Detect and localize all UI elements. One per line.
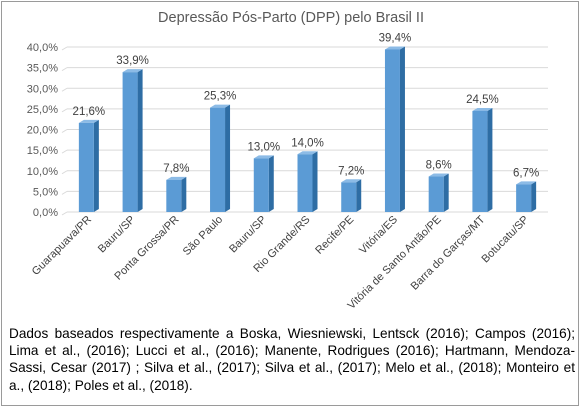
gridline-depth	[61, 170, 68, 175]
source-caption: Dados baseados respectivamente a Boska, …	[9, 326, 575, 393]
bar-front	[428, 176, 444, 212]
bar-front	[341, 182, 357, 212]
gridline-depth	[61, 108, 68, 113]
bar-side	[225, 104, 231, 212]
bar	[166, 176, 187, 212]
y-tick-label: 15,0%	[27, 145, 58, 157]
y-tick-label: 10,0%	[27, 166, 58, 178]
bar-front	[122, 72, 138, 212]
bar-top	[341, 179, 362, 183]
bar-front	[166, 179, 182, 212]
data-label: 24,5%	[466, 94, 499, 106]
data-label: 33,9%	[116, 55, 149, 67]
bar	[122, 69, 143, 212]
bar	[210, 104, 231, 212]
y-tick-label: 25,0%	[27, 104, 58, 116]
bar	[516, 181, 537, 212]
bar-side	[93, 119, 99, 212]
bar	[341, 179, 362, 212]
bar-top	[253, 155, 274, 159]
data-labels: 21,6% 33,9% 7,8% 25,3% 13,0% 14,0% 7,2% 39,4% 8,…	[73, 32, 540, 179]
bar-side	[399, 46, 405, 212]
bar-top	[166, 176, 187, 180]
bar-front	[516, 184, 532, 212]
y-tick-label: 0,0%	[33, 207, 58, 219]
bar-side	[312, 151, 318, 212]
x-tick-label: Recife/PE	[313, 214, 356, 257]
x-tick-label: Bauru/SP	[227, 214, 269, 256]
bar-top	[122, 69, 143, 73]
bar-top	[516, 181, 537, 185]
bar-top	[384, 46, 405, 50]
y-tick-label: 30,0%	[27, 83, 58, 95]
bar-front	[384, 49, 400, 212]
gridline-depth	[61, 149, 68, 154]
x-tick-label: Barra do Garças/MT	[409, 213, 488, 292]
bar-side	[181, 176, 187, 212]
chart-title: Depressão Pós-Parto (DPP) pelo Brasil II	[158, 10, 424, 26]
bar-side	[137, 69, 143, 212]
bar-top	[78, 119, 99, 123]
bar-front	[253, 158, 269, 212]
bar-front	[210, 107, 226, 212]
bar-side	[531, 181, 537, 212]
bar-side	[443, 173, 449, 212]
bar-top	[297, 151, 318, 155]
data-label: 13,0%	[247, 141, 280, 153]
data-label: 21,6%	[73, 106, 106, 118]
data-label: 25,3%	[204, 91, 237, 103]
gridline-depth	[61, 67, 68, 72]
y-tick-label: 35,0%	[27, 63, 58, 75]
x-tick-label: Vitória/ES	[357, 214, 400, 257]
data-label: 8,6%	[426, 160, 452, 172]
y-tick-label: 5,0%	[33, 186, 58, 198]
bar-top	[472, 107, 493, 111]
bar-side	[356, 179, 362, 212]
y-axis-ticks: 0,0% 5,0% 10,0% 15,0% 20,0% 25,0% 30,0% 35,0% 40…	[27, 42, 58, 219]
bar-side	[268, 155, 274, 212]
bar-chart: Depressão Pós-Parto (DPP) pelo Brasil II…	[27, 10, 548, 312]
bar	[78, 119, 99, 212]
x-tick-label: Bauru/SP	[96, 214, 138, 256]
bar	[297, 151, 318, 212]
y-tick-label: 40,0%	[27, 42, 58, 54]
gridline-depth	[61, 87, 68, 92]
bar-top	[428, 173, 449, 177]
bars	[78, 46, 537, 212]
data-label: 14,0%	[291, 137, 324, 149]
gridline-depth	[61, 46, 68, 51]
data-label: 6,7%	[513, 167, 539, 179]
bar-front	[472, 110, 488, 212]
bar	[472, 107, 493, 212]
x-tick-label: Botucatu/SP	[480, 214, 532, 266]
y-tick-label: 20,0%	[27, 125, 58, 137]
x-tick-label: Guarapuava/PR	[30, 214, 94, 278]
bar-front	[297, 154, 313, 212]
data-label: 7,8%	[163, 163, 189, 175]
bar	[253, 155, 274, 212]
bar-top	[210, 104, 231, 108]
gridline-depth	[61, 211, 68, 216]
gridline-depth	[61, 190, 68, 195]
x-tick-label: São Paulo	[181, 214, 225, 258]
data-label: 39,4%	[379, 32, 412, 44]
data-label: 7,2%	[338, 165, 364, 177]
gridline-depth	[61, 129, 68, 133]
bar-front	[78, 122, 94, 212]
bar-side	[487, 107, 493, 212]
bar	[428, 173, 449, 212]
bar	[384, 46, 405, 212]
